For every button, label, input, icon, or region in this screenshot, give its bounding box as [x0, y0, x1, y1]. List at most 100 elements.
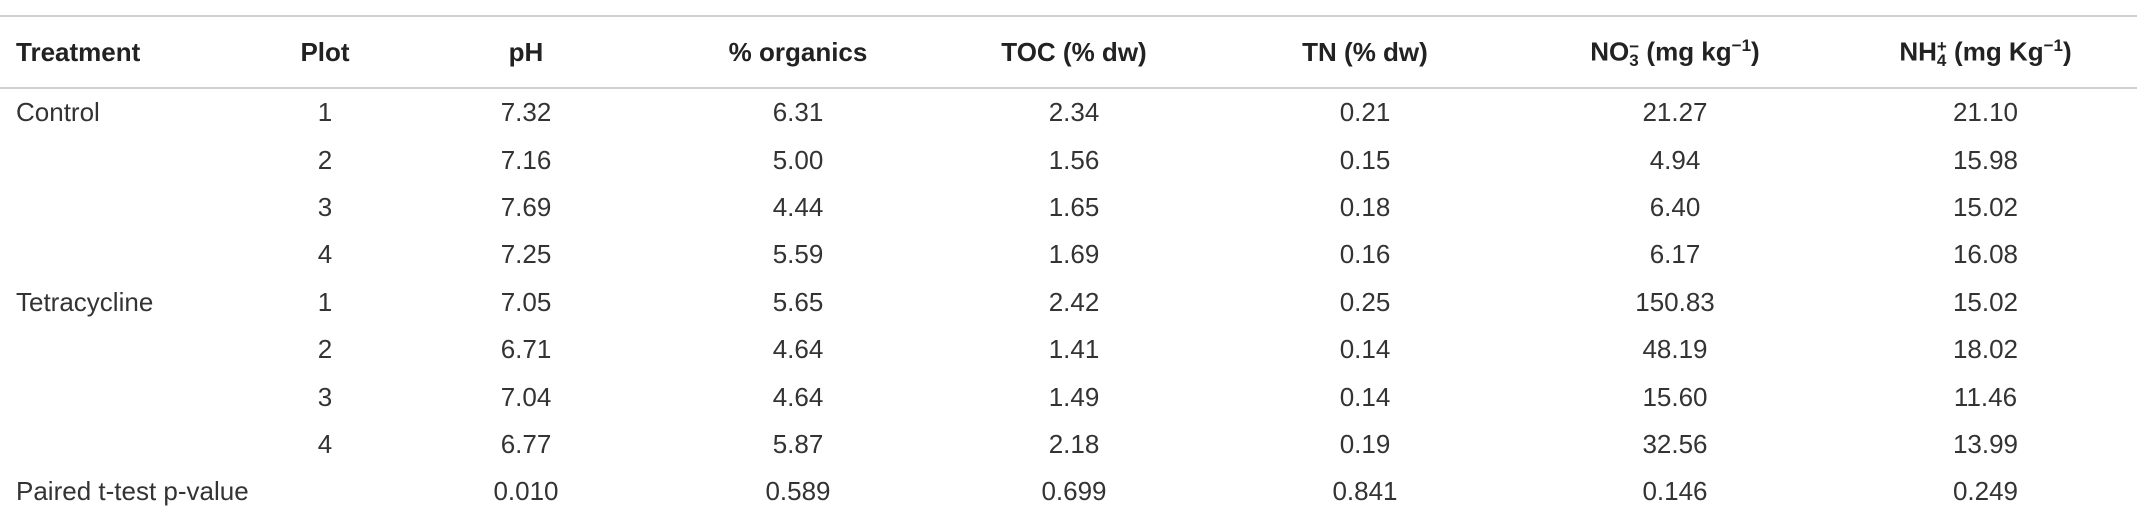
table-body: Control 1 7.32 6.31 2.34 0.21 21.27 21.10 2 7.16 5… [0, 88, 2137, 516]
value-cell: 3 [317, 381, 333, 412]
value-cell: 4 [317, 239, 333, 270]
value-cell: 5.87 [772, 428, 824, 459]
header-text: NO [1590, 36, 1630, 67]
value-cell: 6.31 [772, 97, 824, 128]
value-cell: 5.59 [772, 239, 824, 270]
table-row: 4 7.25 5.59 1.69 0.16 6.17 16.08 [0, 231, 2137, 278]
treatment-cell [0, 421, 260, 468]
table-row: 3 7.69 4.44 1.65 0.18 6.40 15.02 [0, 184, 2137, 231]
table-row: 3 7.04 4.64 1.49 0.14 15.60 11.46 [0, 373, 2137, 420]
column-header: Treatment [0, 16, 260, 88]
value-cell: 4 [317, 428, 333, 459]
subscript: 3 [1629, 50, 1639, 70]
treatment-cell [0, 184, 260, 231]
p-value-cell: 0.146 [1642, 476, 1708, 507]
value-cell: 0.15 [1339, 144, 1391, 175]
p-value-cell: 0.699 [1041, 476, 1107, 507]
value-cell: 15.02 [1952, 286, 2019, 317]
sub-sup: −3 [1629, 36, 1640, 70]
value-cell: 21.27 [1642, 97, 1708, 128]
column-header: pH [390, 16, 662, 88]
value-cell: 0.25 [1339, 286, 1391, 317]
value-cell: 0.21 [1339, 97, 1391, 128]
value-cell: 7.32 [500, 97, 552, 128]
treatment-cell [0, 231, 260, 278]
value-cell: 1.49 [1048, 381, 1100, 412]
sub-sup: +4 [1936, 36, 1947, 69]
value-cell: 5.00 [772, 144, 824, 175]
table-row: 2 6.71 4.64 1.41 0.14 48.19 18.02 [0, 326, 2137, 373]
treatment-cell [0, 373, 260, 420]
value-cell: 2.42 [1048, 286, 1100, 317]
value-cell: 4.94 [1649, 144, 1701, 175]
value-cell: 4.64 [772, 381, 824, 412]
p-value-cell: 0.589 [765, 476, 831, 507]
value-cell: 0.18 [1339, 191, 1391, 222]
value-cell: 7.69 [500, 191, 552, 222]
value-cell: 15.02 [1952, 191, 2019, 222]
table-row: Control 1 7.32 6.31 2.34 0.21 21.27 21.10 [0, 88, 2137, 136]
header-text: (mg kg [1639, 36, 1732, 67]
value-cell: 2.34 [1048, 97, 1100, 128]
superscript: −1 [2043, 36, 2063, 56]
p-value-cell: 0.010 [493, 476, 559, 507]
column-header: NH +4 (mg Kg−1) [1834, 16, 2137, 88]
superscript: − [1629, 36, 1640, 56]
value-cell: 1.41 [1048, 334, 1100, 365]
value-cell: 1 [317, 97, 333, 128]
superscript: + [1936, 36, 1947, 56]
value-cell: 15.60 [1642, 381, 1708, 412]
value-cell: 0.14 [1339, 381, 1391, 412]
value-cell: 1.65 [1048, 191, 1100, 222]
value-cell: 2.18 [1048, 428, 1100, 459]
header-text: % organics [728, 36, 868, 67]
value-cell: 13.99 [1952, 428, 2019, 459]
value-cell: 1.69 [1048, 239, 1100, 270]
column-header: % organics [662, 16, 934, 88]
value-cell: 1.56 [1048, 144, 1100, 175]
value-cell: 16.08 [1952, 239, 2019, 270]
column-header: TN (% dw) [1214, 16, 1516, 88]
value-cell: 2 [317, 334, 333, 365]
p-value-cell: 0.249 [1952, 476, 2019, 507]
value-cell: 3 [317, 191, 333, 222]
footer-label: Paired t-test p-value [16, 476, 249, 507]
value-cell: 4.64 [772, 334, 824, 365]
header-text: ) [1751, 36, 1760, 67]
value-cell: 21.10 [1952, 97, 2019, 128]
treatment-cell [0, 136, 260, 183]
value-cell: 0.19 [1339, 428, 1391, 459]
value-cell: 11.46 [1953, 381, 2018, 412]
value-cell: 2 [317, 144, 333, 175]
table-row: 2 7.16 5.00 1.56 0.15 4.94 15.98 [0, 136, 2137, 183]
value-cell: 7.25 [500, 239, 552, 270]
header-text: TN (% dw) [1302, 36, 1428, 67]
value-cell: 0.16 [1339, 239, 1391, 270]
header-text: (mg Kg [1946, 36, 2044, 67]
value-cell: 0.14 [1339, 334, 1391, 365]
data-table: Treatment Plot pH % organics TOC (% dw) TN (%… [0, 15, 2137, 516]
value-cell: 4.44 [772, 191, 824, 222]
header-text: ) [2062, 36, 2072, 67]
value-cell: 7.16 [500, 144, 552, 175]
header-text: NH [1899, 36, 1937, 67]
table-row: 4 6.77 5.87 2.18 0.19 32.56 13.99 [0, 421, 2137, 468]
superscript: −1 [1731, 36, 1752, 56]
value-cell: 6.77 [500, 428, 552, 459]
table-row: Tetracycline 1 7.05 5.65 2.42 0.25 150.83 15.02 [0, 279, 2137, 326]
value-cell: 7.05 [500, 286, 552, 317]
column-header: NO −3 (mg kg−1) [1516, 16, 1834, 88]
value-cell: 7.04 [500, 381, 552, 412]
treatment-cell: Control [16, 97, 100, 128]
header-text: pH [508, 36, 544, 67]
value-cell: 48.19 [1642, 334, 1708, 365]
treatment-cell [0, 326, 260, 373]
p-value-cell: 0.841 [1332, 476, 1398, 507]
table-header: Treatment Plot pH % organics TOC (% dw) TN (%… [0, 16, 2137, 88]
footer-row: Paired t-test p-value 0.010 0.589 0.699 0.84… [0, 468, 2137, 515]
value-cell: 6.40 [1649, 191, 1701, 222]
value-cell: 18.02 [1952, 334, 2019, 365]
column-header: Plot [260, 16, 390, 88]
value-cell: 32.56 [1642, 428, 1708, 459]
